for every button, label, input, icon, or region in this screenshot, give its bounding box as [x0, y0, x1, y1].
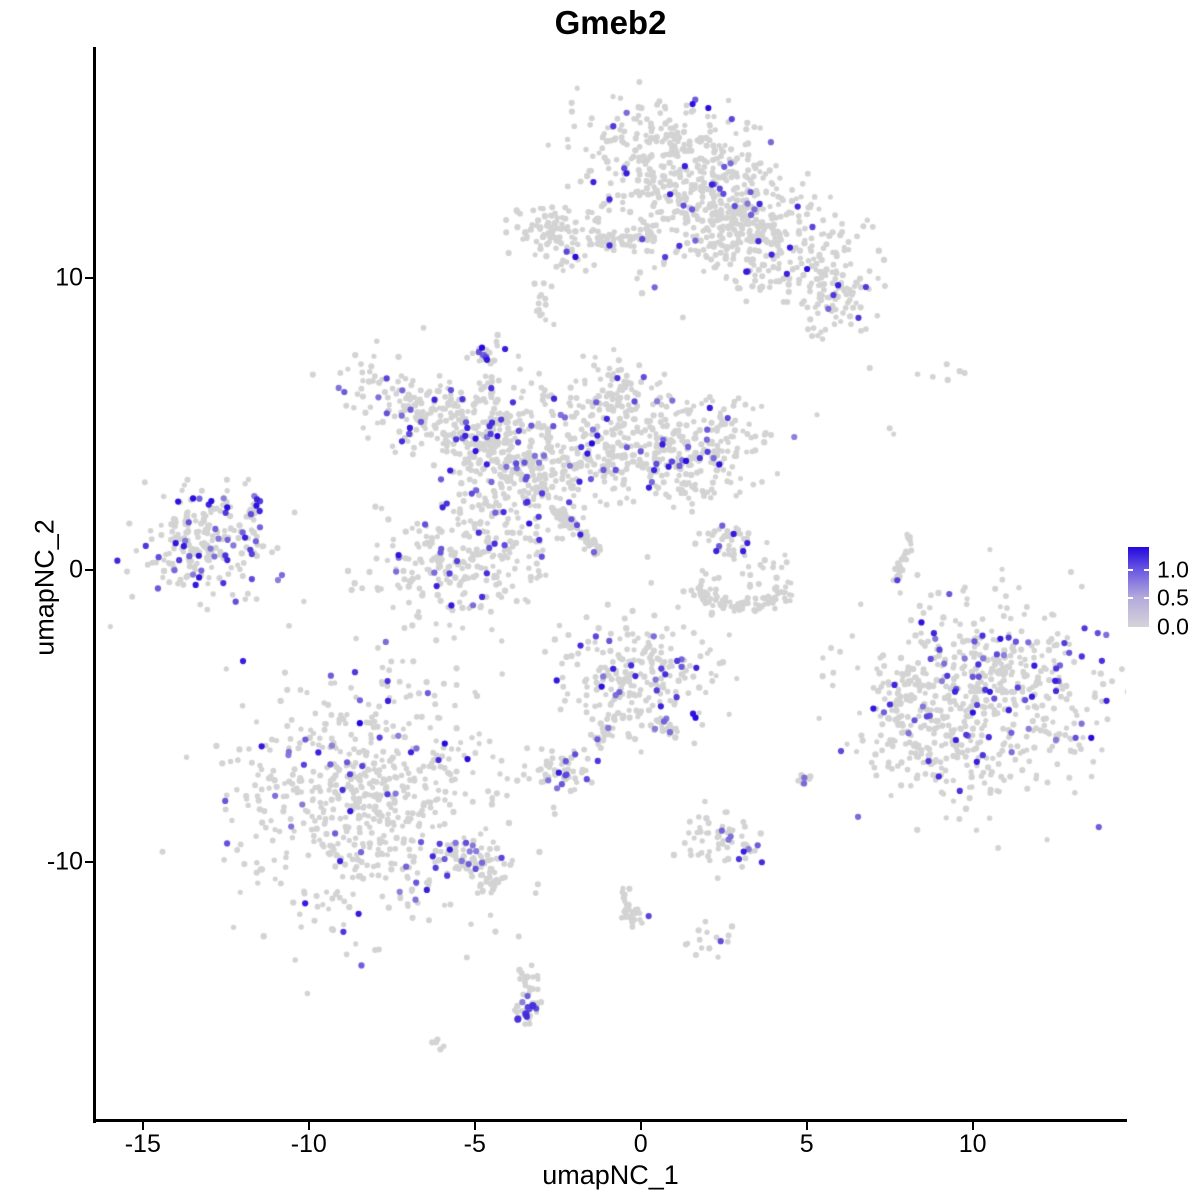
legend-notch: [1144, 597, 1149, 600]
legend-label: 0.0: [1157, 613, 1189, 640]
x-tick-label: -10: [290, 1130, 327, 1158]
x-tick-label: -15: [124, 1130, 161, 1158]
y-tick-label: -10: [46, 847, 83, 876]
legend-notch: [1128, 597, 1133, 600]
x-axis-title: umapNC_1: [542, 1160, 679, 1190]
x-tick-label: 0: [633, 1130, 648, 1158]
plot-title: Gmeb2: [554, 4, 667, 41]
y-tick-mark: [85, 861, 93, 864]
x-tick-mark: [473, 1122, 476, 1130]
colorbar-gradient: [1128, 547, 1149, 627]
x-tick-label: 10: [958, 1130, 987, 1158]
x-tick-mark: [971, 1122, 974, 1130]
x-tick-mark: [639, 1122, 642, 1130]
x-tick-mark: [805, 1122, 808, 1130]
legend-notch: [1144, 568, 1149, 571]
x-axis-line: [93, 1119, 1127, 1122]
legend-label: 0.5: [1157, 584, 1189, 611]
y-tick-label: 0: [69, 555, 83, 584]
legend-label: 1.0: [1157, 556, 1189, 583]
y-tick-label: 10: [55, 263, 83, 292]
y-axis-line: [93, 47, 96, 1123]
y-axis-title: umapNC_2: [29, 519, 60, 656]
x-tick-mark: [141, 1122, 144, 1130]
y-tick-mark: [85, 569, 93, 572]
legend-notch: [1128, 568, 1133, 571]
x-tick-label: -5: [463, 1130, 486, 1158]
x-tick-label: 5: [799, 1130, 814, 1158]
x-tick-mark: [307, 1122, 310, 1130]
y-tick-mark: [85, 277, 93, 280]
